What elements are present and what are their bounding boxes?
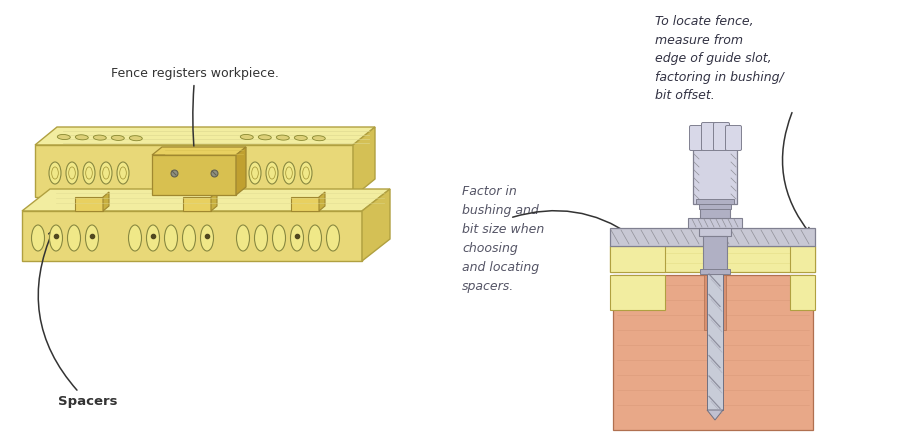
Ellipse shape [255,225,267,251]
Polygon shape [291,197,319,211]
Ellipse shape [117,162,129,184]
Ellipse shape [258,135,271,140]
Text: To locate fence,
measure from
edge of guide slot,
factoring in bushing/
bit offs: To locate fence, measure from edge of gu… [655,15,784,102]
Ellipse shape [309,225,321,251]
Ellipse shape [240,135,253,139]
Ellipse shape [130,136,142,141]
Text: Spacers: Spacers [38,230,118,408]
FancyBboxPatch shape [707,274,723,410]
Ellipse shape [86,225,98,251]
FancyBboxPatch shape [700,269,730,274]
Ellipse shape [294,136,307,140]
Ellipse shape [32,225,44,251]
Ellipse shape [129,225,141,251]
Ellipse shape [58,135,70,139]
FancyBboxPatch shape [790,275,815,310]
FancyBboxPatch shape [610,275,665,310]
Text: Fence registers workpiece.: Fence registers workpiece. [111,67,279,155]
Ellipse shape [165,225,177,251]
Ellipse shape [312,136,325,141]
Polygon shape [362,189,390,261]
Polygon shape [103,192,109,211]
Ellipse shape [68,225,80,251]
Polygon shape [319,192,325,211]
Ellipse shape [50,225,62,251]
FancyBboxPatch shape [699,228,731,236]
Ellipse shape [300,162,312,184]
Ellipse shape [283,162,295,184]
Polygon shape [22,189,390,211]
FancyBboxPatch shape [693,149,737,204]
Ellipse shape [291,225,303,251]
Polygon shape [211,192,217,211]
Polygon shape [22,211,362,261]
FancyBboxPatch shape [703,236,727,274]
FancyBboxPatch shape [610,246,815,272]
FancyBboxPatch shape [613,275,813,430]
FancyBboxPatch shape [689,125,706,150]
Ellipse shape [276,135,289,140]
Polygon shape [707,410,723,420]
FancyBboxPatch shape [688,218,742,228]
FancyBboxPatch shape [790,246,815,272]
Ellipse shape [147,225,159,251]
Polygon shape [183,197,211,211]
Polygon shape [75,197,103,211]
Ellipse shape [201,225,213,251]
FancyBboxPatch shape [610,246,665,272]
Polygon shape [236,147,246,195]
Ellipse shape [232,162,244,184]
Ellipse shape [249,162,261,184]
Text: Factor in
bushing and
bit size when
choosing
and locating
spacers.: Factor in bushing and bit size when choo… [462,185,544,293]
Ellipse shape [94,135,106,140]
Ellipse shape [49,162,61,184]
Polygon shape [35,145,353,197]
Ellipse shape [327,225,339,251]
Ellipse shape [273,225,285,251]
Ellipse shape [183,225,195,251]
FancyBboxPatch shape [725,125,742,150]
Ellipse shape [112,136,124,140]
Polygon shape [353,127,375,197]
FancyBboxPatch shape [696,199,734,204]
FancyBboxPatch shape [701,122,717,150]
Polygon shape [35,127,375,145]
Polygon shape [152,147,246,155]
Ellipse shape [237,225,249,251]
FancyBboxPatch shape [700,204,730,218]
Ellipse shape [83,162,95,184]
Ellipse shape [100,162,112,184]
FancyBboxPatch shape [610,228,815,246]
FancyBboxPatch shape [714,122,730,150]
Ellipse shape [76,135,88,140]
FancyBboxPatch shape [699,204,731,209]
Polygon shape [152,155,236,195]
FancyBboxPatch shape [704,275,726,330]
Ellipse shape [266,162,278,184]
Ellipse shape [66,162,78,184]
